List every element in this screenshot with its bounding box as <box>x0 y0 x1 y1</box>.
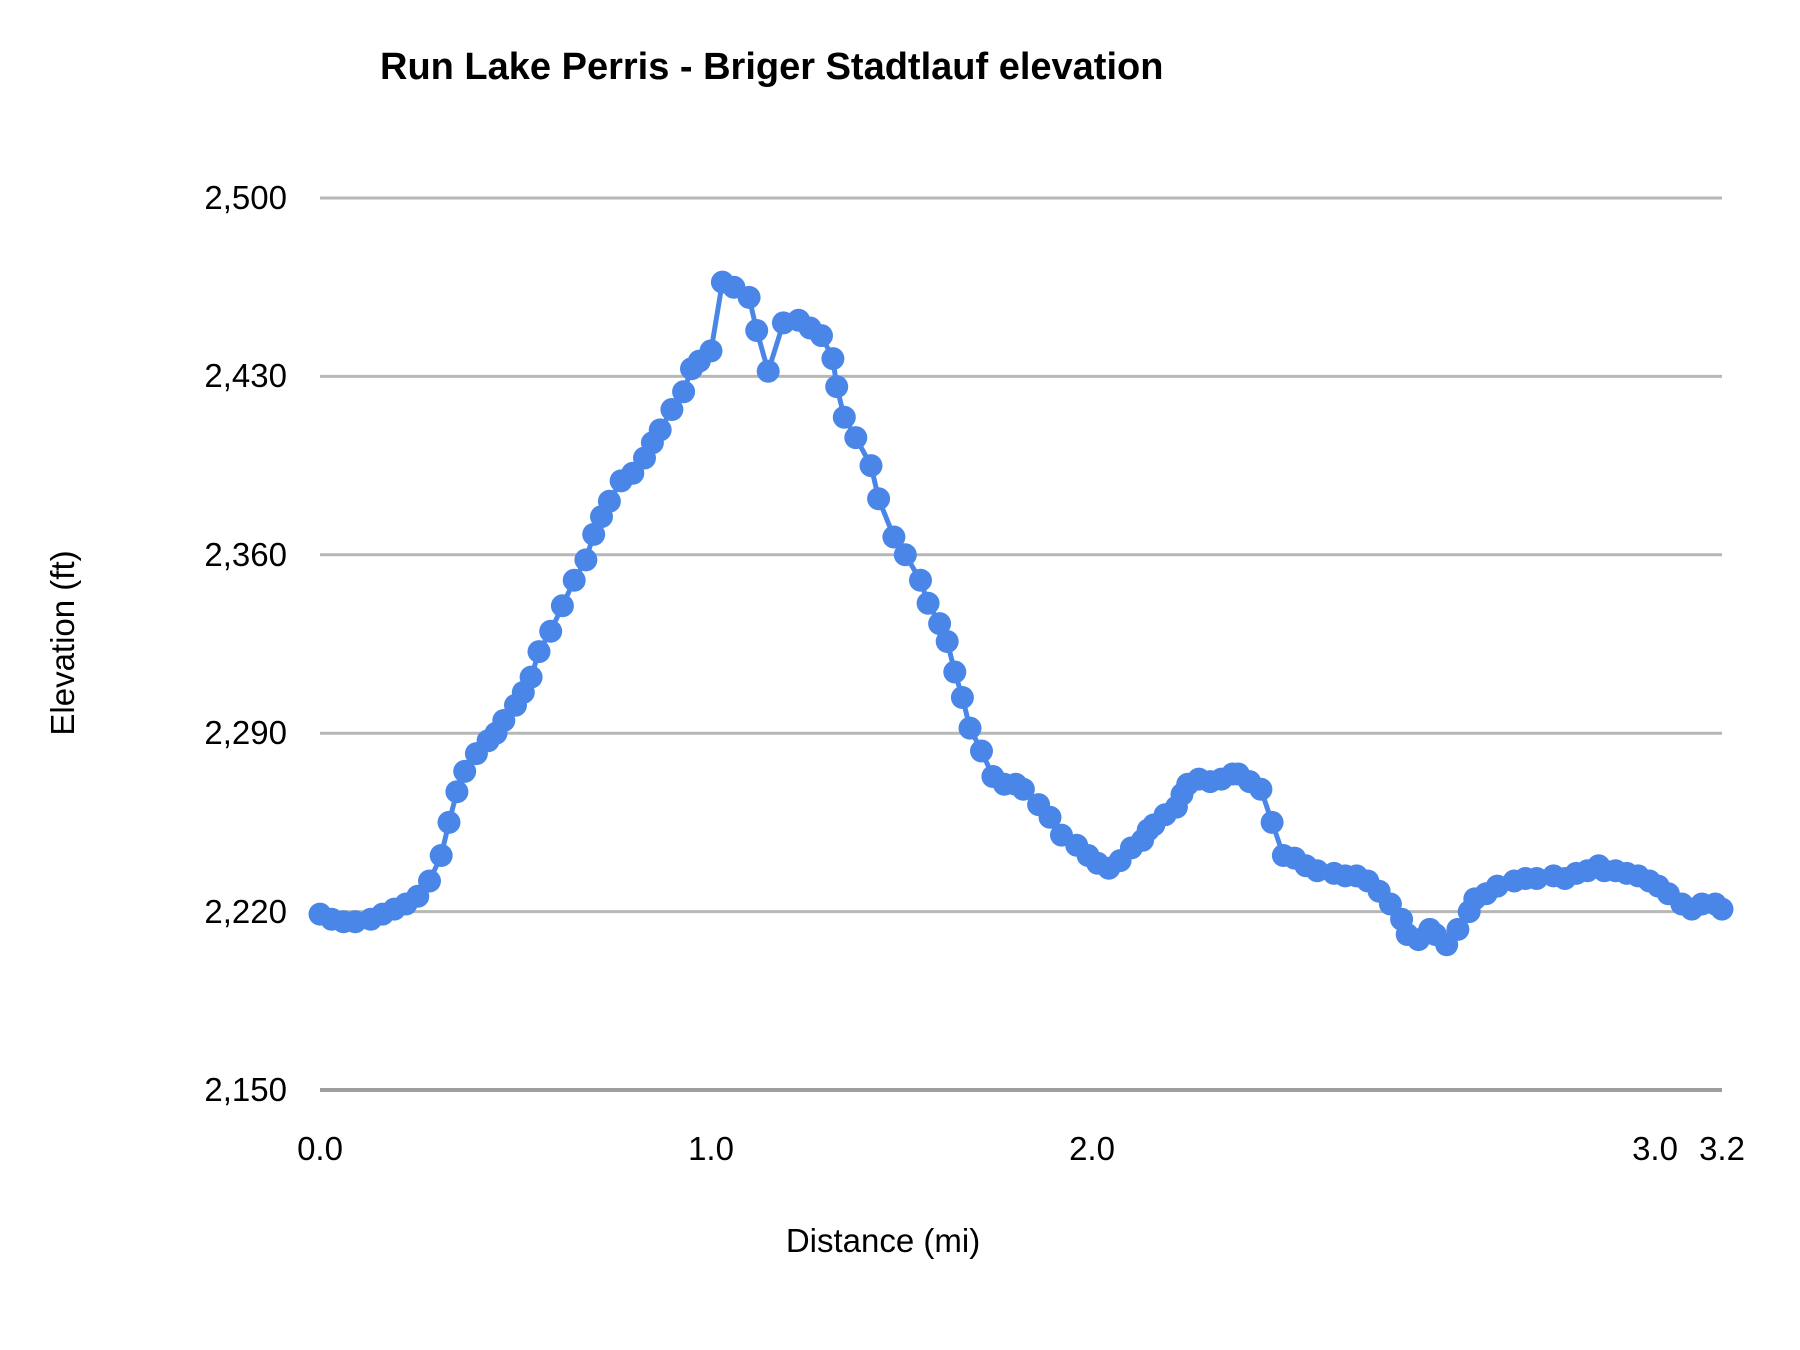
data-point-marker <box>550 594 574 618</box>
chart-title: Run Lake Perris - Briger Stadtlauf eleva… <box>380 46 1164 88</box>
data-point-marker <box>660 398 684 421</box>
data-point-marker <box>970 739 993 763</box>
data-point-marker <box>859 454 883 478</box>
data-point-marker <box>950 686 974 709</box>
elevation-series-line <box>319 279 1724 948</box>
data-point-marker <box>1011 777 1035 801</box>
y-tick-label-2150: 2,150 <box>204 1071 287 1108</box>
data-point-marker <box>756 359 780 383</box>
data-point-marker <box>1525 867 1549 890</box>
data-point-marker <box>935 630 959 653</box>
x-axis-title: Distance (mi) <box>785 1222 981 1259</box>
data-point-marker <box>821 347 845 371</box>
data-point-marker <box>445 780 469 804</box>
x-tick-label-0.0: 0.0 <box>297 1130 343 1167</box>
data-point-marker <box>745 319 769 342</box>
data-point-marker <box>527 640 551 664</box>
x-tick-label-1.0: 1.0 <box>688 1130 734 1167</box>
y-tick-label-2430: 2,430 <box>204 357 287 395</box>
data-point-marker <box>943 660 967 684</box>
x-tick-label-3.0: 3.0 <box>1632 1130 1678 1167</box>
data-point-marker <box>582 522 606 546</box>
data-point-marker <box>882 525 906 549</box>
data-point-marker <box>574 548 598 572</box>
data-point-marker <box>453 759 477 783</box>
data-point-marker <box>418 869 441 893</box>
x-tick-label-3.2: 3.2 <box>1699 1130 1745 1167</box>
data-point-marker <box>844 426 868 450</box>
x-tick-label-2.0: 2.0 <box>1069 1130 1115 1167</box>
data-point-marker <box>1249 777 1273 801</box>
data-point-marker <box>437 810 461 834</box>
data-point-marker <box>1446 917 1470 941</box>
data-point-marker <box>1038 805 1062 829</box>
data-point-marker <box>810 324 833 348</box>
data-point-marker <box>909 568 932 592</box>
data-point-marker <box>429 844 453 867</box>
data-point-marker <box>1710 897 1734 921</box>
data-point-marker <box>562 568 586 592</box>
data-point-marker <box>958 716 982 740</box>
data-point-marker <box>539 619 563 643</box>
data-point-marker <box>737 285 761 309</box>
data-point-marker <box>597 489 621 513</box>
data-point-marker <box>916 591 940 615</box>
data-point-marker <box>893 543 917 567</box>
y-tick-label-2290: 2,290 <box>204 714 287 752</box>
data-point-marker <box>519 665 543 689</box>
data-point-marker <box>648 418 672 442</box>
data-point-marker <box>867 487 891 511</box>
data-point-marker <box>928 612 952 636</box>
y-tick-label-2360: 2,360 <box>204 535 287 573</box>
data-point-marker <box>699 339 723 363</box>
data-point-marker <box>832 405 856 429</box>
y-tick-label-2500: 2,500 <box>204 179 287 216</box>
data-point-marker <box>1260 810 1284 834</box>
data-point-marker <box>825 375 849 399</box>
y-tick-label-2220: 2,220 <box>204 892 287 930</box>
data-point-marker <box>672 380 696 404</box>
